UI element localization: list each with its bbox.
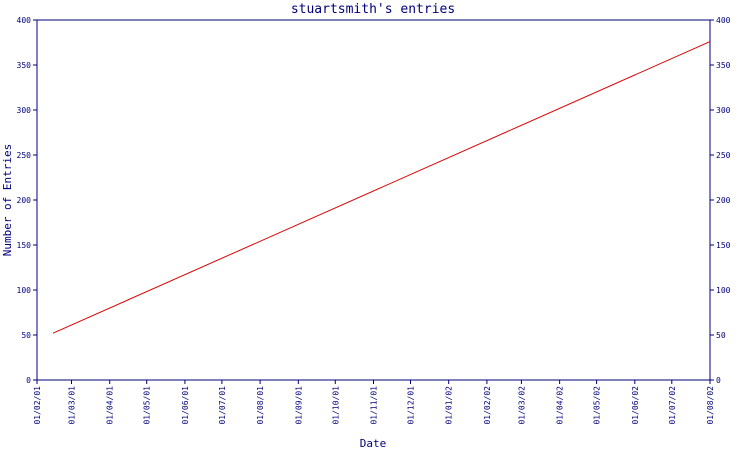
x-tick-label: 01/01/02	[445, 386, 454, 425]
plot-area-frame	[36, 19, 711, 381]
y-tick-label-left: 400	[17, 16, 32, 25]
y-tick-label-right: 200	[716, 196, 731, 205]
y-tick-label-right: 50	[716, 331, 726, 340]
y-axis-left: 0 50 100 150 200 250 300 350 400	[17, 16, 37, 385]
x-tick-label: 01/04/01	[106, 386, 115, 425]
y-tick-label-left: 100	[17, 286, 32, 295]
y-tick-label-left: 0	[26, 376, 31, 385]
x-tick-label: 01/03/01	[68, 386, 77, 425]
y-tick-label-left: 350	[17, 61, 32, 70]
y-axis-title: Number of Entries	[1, 144, 14, 257]
x-axis: 01/02/01 01/03/01 01/04/01 01/05/01 01/06/01…	[33, 380, 715, 425]
series-layer	[52, 41, 711, 334]
y-tick-label-right: 0	[716, 376, 721, 385]
chart-title: stuartsmith's entries	[291, 2, 455, 17]
y-tick-label-right: 400	[716, 16, 731, 25]
x-tick-label: 01/02/01	[33, 386, 42, 425]
x-tick-label: 01/06/01	[181, 386, 190, 425]
x-tick-label: 01/06/02	[631, 386, 640, 425]
x-tick-label: 01/08/02	[706, 386, 715, 425]
x-tick-label: 01/10/01	[331, 386, 340, 425]
x-tick-label: 01/07/01	[218, 386, 227, 425]
y-axis-right: 0 50 100 150 200 250 300 350 400	[710, 16, 731, 385]
x-tick-label: 01/03/02	[517, 386, 526, 425]
y-tick-label-left: 200	[17, 196, 32, 205]
x-tick-label: 01/02/02	[483, 386, 492, 425]
x-tick-label: 01/08/01	[256, 386, 265, 425]
y-tick-label-right: 350	[716, 61, 731, 70]
y-tick-label-right: 150	[716, 241, 731, 250]
y-tick-label-left: 300	[17, 106, 32, 115]
y-tick-label-right: 250	[716, 151, 731, 160]
x-tick-label: 01/11/01	[370, 386, 379, 425]
series-line	[52, 41, 711, 334]
x-tick-label: 01/07/02	[668, 386, 677, 425]
x-tick-label: 01/05/01	[143, 386, 152, 425]
y-tick-label-right: 100	[716, 286, 731, 295]
x-tick-label: 01/12/01	[406, 386, 415, 425]
x-tick-label: 01/04/02	[556, 386, 565, 425]
y-tick-label-left: 250	[17, 151, 32, 160]
x-tick-label: 01/09/01	[294, 386, 303, 425]
x-axis-title: Date	[360, 437, 387, 450]
y-tick-label-right: 300	[716, 106, 731, 115]
y-tick-label-left: 50	[21, 331, 31, 340]
x-tick-label: 01/05/02	[593, 386, 602, 425]
y-tick-label-left: 150	[17, 241, 32, 250]
